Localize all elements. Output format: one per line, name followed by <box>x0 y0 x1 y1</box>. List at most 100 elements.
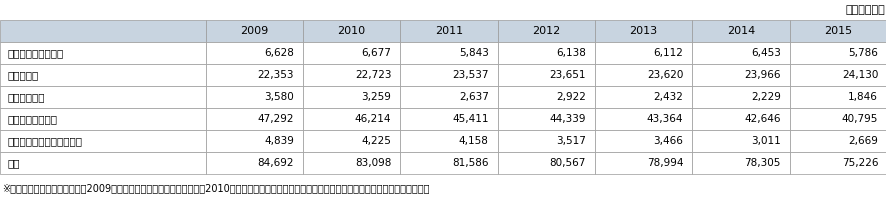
Bar <box>497 108 595 130</box>
Text: 40,795: 40,795 <box>841 114 877 124</box>
Bar <box>0 108 206 130</box>
Bar <box>400 64 497 86</box>
Text: 78,305: 78,305 <box>743 158 780 168</box>
Text: 映画・演劇等入場料: 映画・演劇等入場料 <box>7 48 63 58</box>
Bar <box>789 20 886 42</box>
Text: 3,580: 3,580 <box>264 92 293 102</box>
Text: 4,839: 4,839 <box>264 136 293 146</box>
Text: 22,723: 22,723 <box>354 70 391 80</box>
Bar <box>206 108 302 130</box>
Text: 2,229: 2,229 <box>750 92 780 102</box>
Text: 2015: 2015 <box>823 26 851 36</box>
Bar <box>302 64 400 86</box>
Bar <box>497 152 595 174</box>
Bar <box>691 130 789 152</box>
Bar <box>206 86 302 108</box>
Text: 5,843: 5,843 <box>458 48 488 58</box>
Bar <box>206 64 302 86</box>
Bar <box>789 152 886 174</box>
Bar <box>691 20 789 42</box>
Bar <box>0 152 206 174</box>
Bar <box>302 152 400 174</box>
Bar <box>0 20 206 42</box>
Text: 23,620: 23,620 <box>646 70 682 80</box>
Bar <box>691 152 789 174</box>
Bar <box>595 86 691 108</box>
Bar <box>789 108 886 130</box>
Text: 47,292: 47,292 <box>257 114 293 124</box>
Text: 2,637: 2,637 <box>458 92 488 102</box>
Text: 46,214: 46,214 <box>354 114 391 124</box>
Text: 2,432: 2,432 <box>653 92 682 102</box>
Bar <box>691 64 789 86</box>
Text: 6,112: 6,112 <box>653 48 682 58</box>
Text: 6,138: 6,138 <box>556 48 586 58</box>
Text: 2,669: 2,669 <box>847 136 877 146</box>
Text: 6,628: 6,628 <box>264 48 293 58</box>
Bar <box>497 86 595 108</box>
Bar <box>0 130 206 152</box>
Bar <box>497 20 595 42</box>
Bar <box>497 42 595 64</box>
Text: 6,677: 6,677 <box>361 48 391 58</box>
Bar <box>595 64 691 86</box>
Text: 80,567: 80,567 <box>549 158 586 168</box>
Text: 3,466: 3,466 <box>653 136 682 146</box>
Text: テレビゲーム: テレビゲーム <box>7 92 44 102</box>
Bar <box>206 130 302 152</box>
Text: 83,098: 83,098 <box>354 158 391 168</box>
Text: 81,586: 81,586 <box>452 158 488 168</box>
Text: 2014: 2014 <box>726 26 754 36</box>
Bar <box>497 130 595 152</box>
Bar <box>302 108 400 130</box>
Text: 4,158: 4,158 <box>458 136 488 146</box>
Text: （単位：円）: （単位：円） <box>844 5 884 15</box>
Bar <box>400 20 497 42</box>
Text: ※「テレビゲーム」について、2009年は「テレビゲーム」の値であり、2010年以降は「テレビゲーム機」「ゲームソフト等」の合計の値となっている。: ※「テレビゲーム」について、2009年は「テレビゲーム」の値であり、2010年以… <box>2 183 429 193</box>
Text: 5,786: 5,786 <box>847 48 877 58</box>
Text: 6,453: 6,453 <box>750 48 780 58</box>
Text: 2011: 2011 <box>434 26 462 36</box>
Bar <box>400 86 497 108</box>
Bar <box>595 20 691 42</box>
Bar <box>206 152 302 174</box>
Text: 78,994: 78,994 <box>646 158 682 168</box>
Bar <box>0 64 206 86</box>
Bar <box>789 42 886 64</box>
Text: 3,011: 3,011 <box>750 136 780 146</box>
Bar <box>595 108 691 130</box>
Text: 1,846: 1,846 <box>847 92 877 102</box>
Text: 3,517: 3,517 <box>556 136 586 146</box>
Text: 23,537: 23,537 <box>452 70 488 80</box>
Bar <box>400 108 497 130</box>
Text: 合計: 合計 <box>7 158 19 168</box>
Text: 2012: 2012 <box>532 26 560 36</box>
Text: 45,411: 45,411 <box>452 114 488 124</box>
Bar <box>302 130 400 152</box>
Bar <box>691 86 789 108</box>
Text: 音楽・映像収録済メディア: 音楽・映像収録済メディア <box>7 136 82 146</box>
Text: 84,692: 84,692 <box>257 158 293 168</box>
Text: 放送受信料: 放送受信料 <box>7 70 38 80</box>
Bar <box>0 86 206 108</box>
Text: 23,651: 23,651 <box>549 70 586 80</box>
Bar <box>789 130 886 152</box>
Text: 44,339: 44,339 <box>549 114 586 124</box>
Text: 2013: 2013 <box>629 26 657 36</box>
Bar <box>0 42 206 64</box>
Text: 75,226: 75,226 <box>841 158 877 168</box>
Bar <box>789 64 886 86</box>
Text: 24,130: 24,130 <box>841 70 877 80</box>
Bar <box>400 42 497 64</box>
Text: 2009: 2009 <box>240 26 268 36</box>
Bar <box>302 86 400 108</box>
Text: 43,364: 43,364 <box>646 114 682 124</box>
Text: 3,259: 3,259 <box>361 92 391 102</box>
Bar <box>595 152 691 174</box>
Text: 23,966: 23,966 <box>743 70 780 80</box>
Text: 4,225: 4,225 <box>361 136 391 146</box>
Bar <box>302 42 400 64</box>
Bar <box>302 20 400 42</box>
Text: 2010: 2010 <box>337 26 365 36</box>
Bar <box>206 20 302 42</box>
